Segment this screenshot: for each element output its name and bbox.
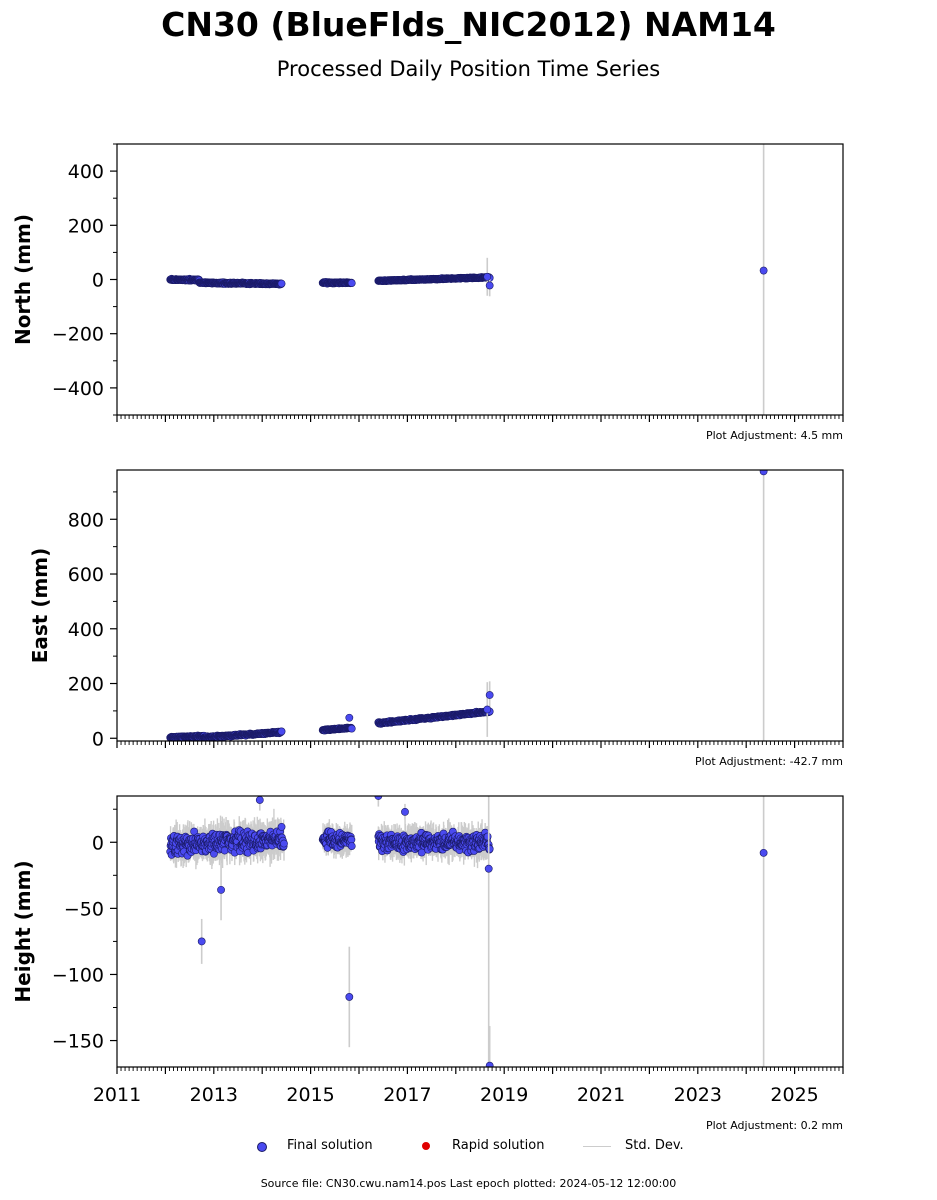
- outlier-point: [485, 281, 494, 290]
- east-data: [166, 470, 768, 741]
- height-data: [166, 796, 768, 1067]
- outlier-point: [483, 272, 492, 281]
- chart-title: CN30 (BlueFlds_NIC2012) NAM14: [161, 5, 776, 44]
- outlier-point: [759, 470, 768, 476]
- data-point: [347, 842, 356, 850]
- outlier-point: [759, 266, 768, 275]
- outlier-point: [345, 993, 354, 1001]
- y-tick-label: 600: [68, 564, 104, 586]
- data-point: [277, 727, 286, 736]
- outlier-point: [401, 807, 409, 816]
- data-point: [347, 724, 356, 733]
- east-axes-frame: [116, 469, 844, 742]
- outlier-point: [759, 848, 768, 857]
- y-tick-label: 800: [68, 509, 104, 531]
- east-axis-label: East (mm): [28, 548, 52, 664]
- y-tick-label: −50: [64, 898, 104, 920]
- y-tick-label: 400: [68, 619, 104, 641]
- north-panel: −400 −200 0 200 400 North (mm): [11, 143, 844, 422]
- y-tick-label: −100: [52, 964, 104, 986]
- data-point: [347, 279, 356, 287]
- outlier-point: [197, 937, 206, 946]
- chart-subtitle: Processed Daily Position Time Series: [276, 57, 661, 81]
- data-point: [485, 845, 494, 853]
- data-point: [220, 846, 229, 855]
- data-point: [277, 279, 286, 288]
- outlier-point: [485, 691, 494, 699]
- outlier-point: [483, 705, 492, 714]
- outlier-point: [484, 864, 493, 873]
- y-tick-label: 0: [92, 832, 104, 854]
- east-panel: 0 200 400 600 800 East (mm): [28, 469, 844, 750]
- outlier-point: [217, 885, 225, 894]
- data-point: [277, 822, 286, 831]
- y-tick-label: 0: [92, 270, 104, 292]
- north-data: [166, 144, 768, 415]
- data-point: [190, 827, 199, 836]
- y-tick-label: 400: [68, 161, 104, 183]
- data-point: [483, 832, 492, 841]
- data-point: [280, 839, 288, 848]
- y-tick-label: −150: [52, 1031, 104, 1053]
- outlier-point: [485, 1061, 494, 1067]
- y-tick-label: 0: [92, 728, 104, 750]
- outlier-point: [345, 713, 354, 722]
- y-tick-label: −400: [52, 378, 104, 400]
- y-tick-label: −200: [52, 324, 104, 346]
- outlier-point: [255, 796, 264, 804]
- y-tick-label: 200: [68, 215, 104, 237]
- north-axis-label: North (mm): [11, 214, 35, 345]
- y-tick-label: 200: [68, 674, 104, 696]
